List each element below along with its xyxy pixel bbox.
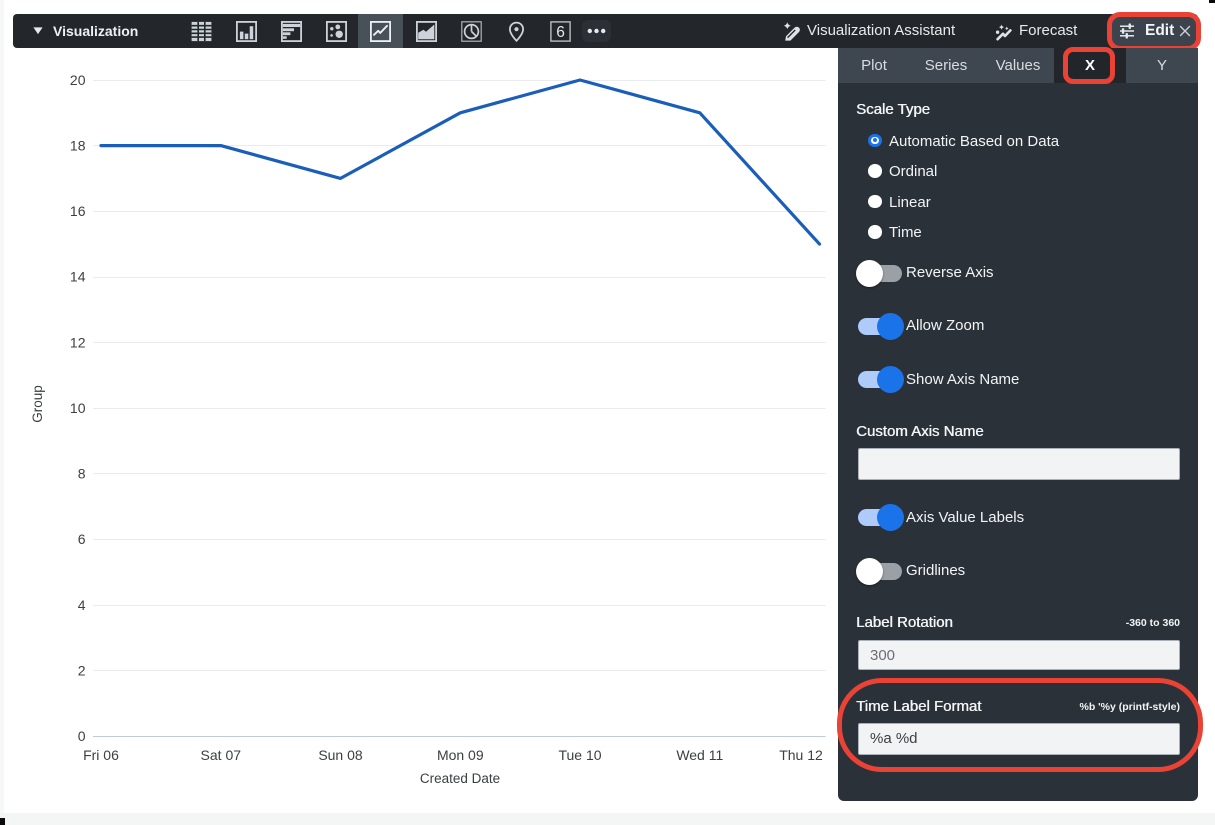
svg-text:20: 20 (70, 72, 86, 88)
svg-text:Wed 11: Wed 11 (676, 747, 723, 763)
svg-text:0: 0 (78, 728, 86, 744)
svg-text:Sun 08: Sun 08 (318, 747, 363, 763)
svg-text:Thu 12: Thu 12 (779, 747, 823, 763)
svg-text:6: 6 (556, 24, 565, 41)
svg-text:Sat 07: Sat 07 (201, 747, 242, 763)
svg-text:Fri 06: Fri 06 (83, 747, 119, 763)
svg-text:2: 2 (78, 663, 86, 679)
svg-text:10: 10 (70, 400, 86, 416)
svg-text:8: 8 (78, 466, 86, 482)
svg-text:6: 6 (78, 531, 86, 547)
svg-text:14: 14 (70, 269, 86, 285)
svg-text:Mon 09: Mon 09 (437, 747, 484, 763)
svg-text:12: 12 (70, 334, 86, 350)
svg-text:4: 4 (78, 597, 86, 613)
svg-text:Created Date: Created Date (420, 771, 500, 786)
svg-text:16: 16 (70, 203, 86, 219)
svg-text:Tue 10: Tue 10 (558, 747, 601, 763)
svg-text:Group: Group (30, 385, 45, 423)
svg-text:18: 18 (70, 137, 86, 153)
